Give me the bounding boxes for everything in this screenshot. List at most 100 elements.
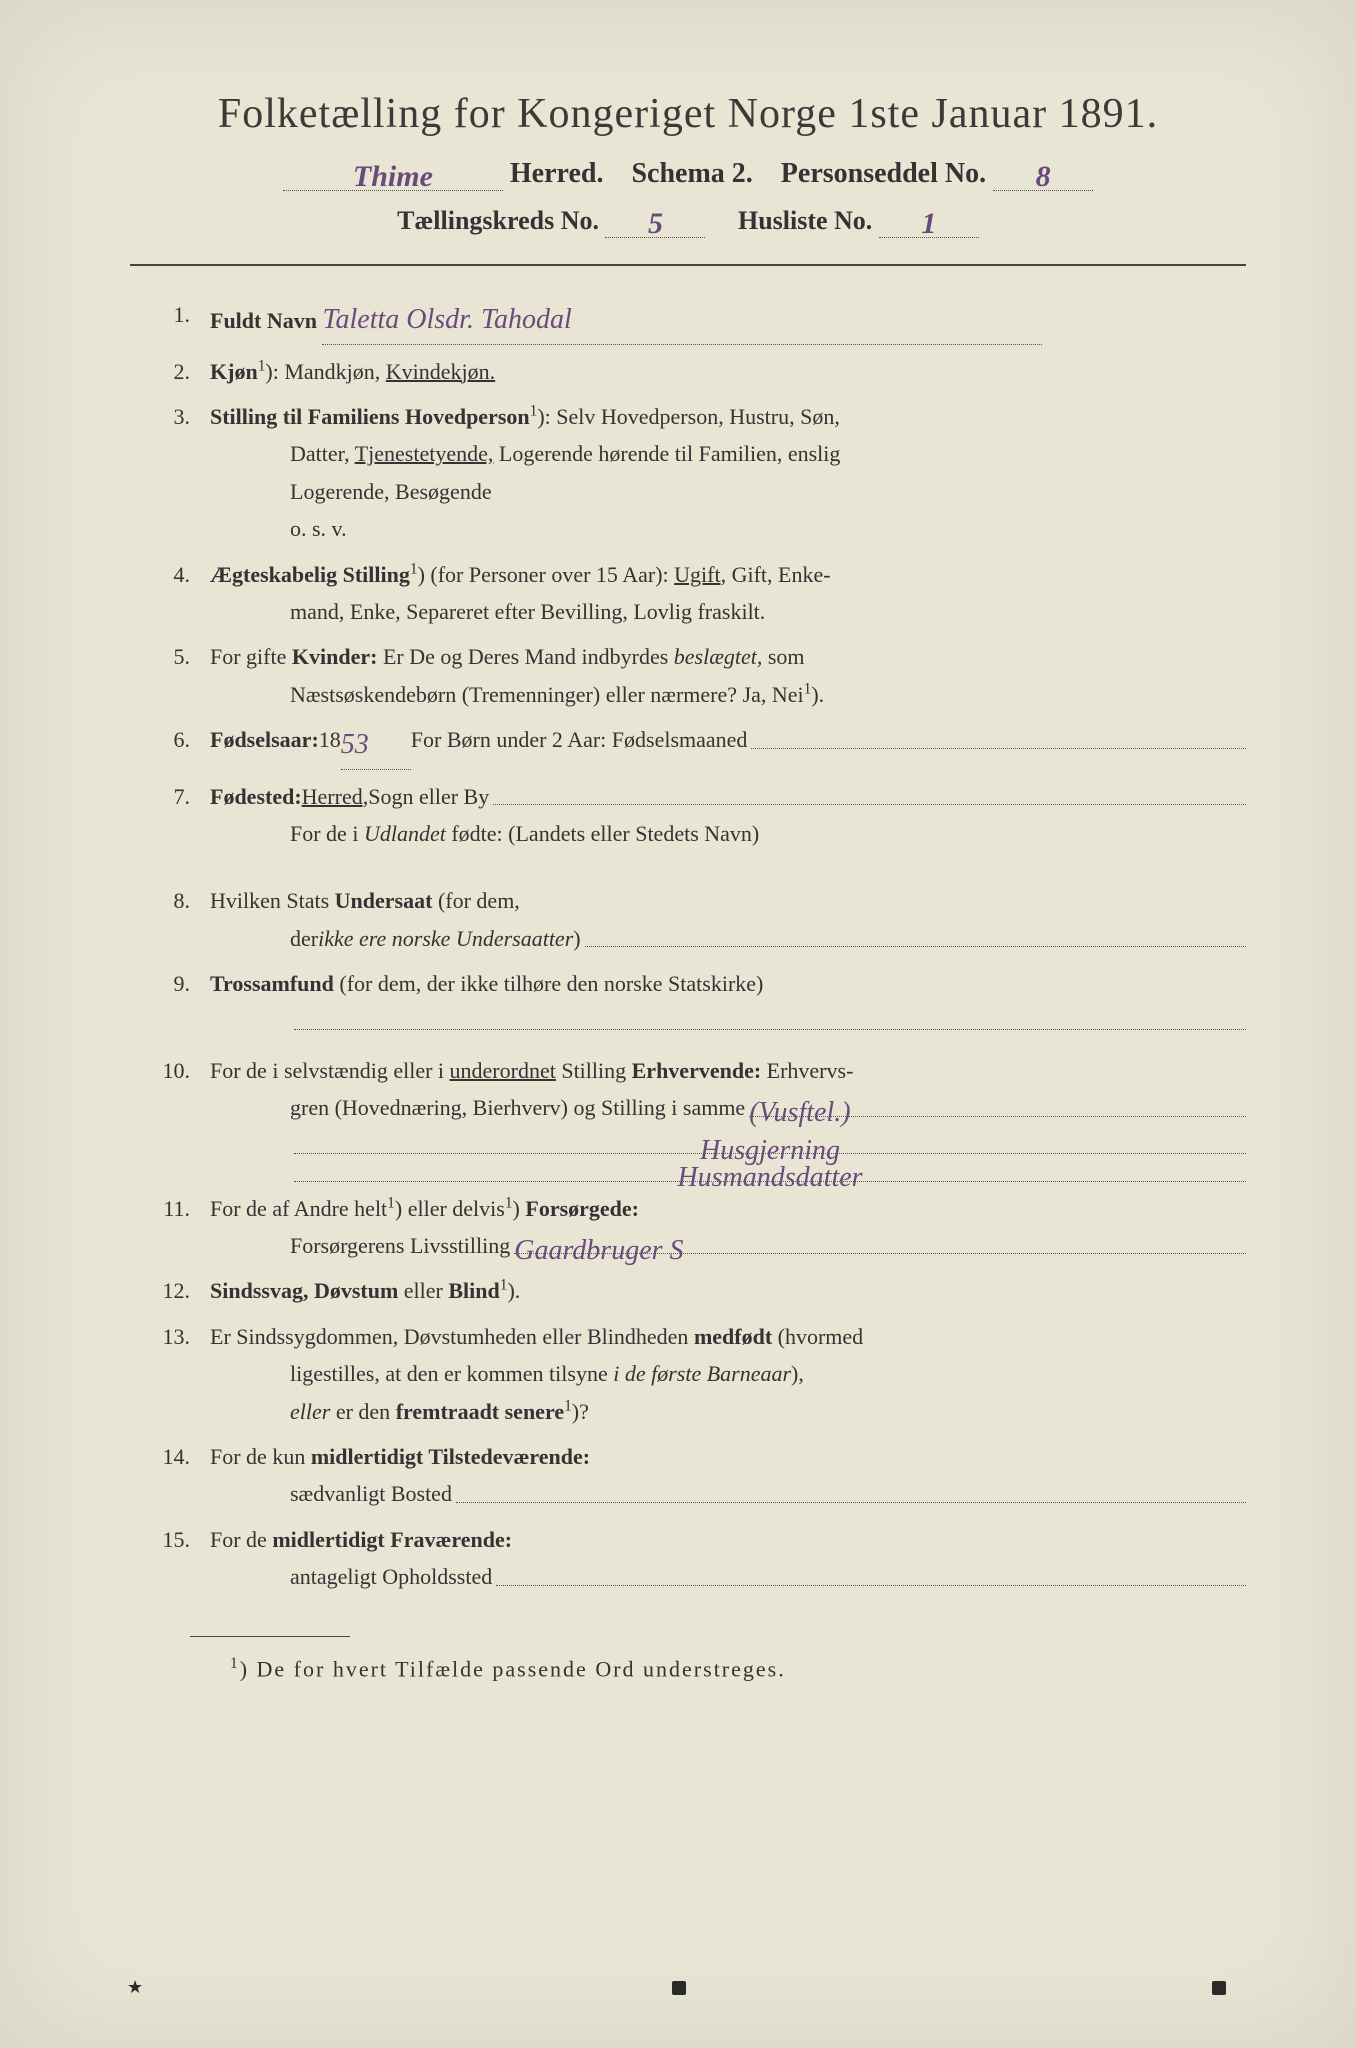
label: Ægteskabelig Stilling [210,562,410,587]
label: Fuldt Navn [210,308,317,333]
line2: der ikke ere norske Undersaatter) [210,920,1246,957]
tail: Sogn eller By [368,778,489,815]
t: ). [507,1278,520,1303]
bold: fremtraadt senere [396,1399,564,1424]
row-12: 12. Sindssvag, Døvstum eller Blind1). [130,1272,1246,1309]
row-10: 10. For de i selvstændig eller i underor… [130,1052,1246,1182]
t: For gifte [210,644,292,669]
row-content: Fødselsaar: 1853 For Børn under 2 Aar: F… [210,721,1246,770]
row-content: For gifte Kvinder: Er De og Deres Mand i… [210,638,1246,713]
t: gren (Hovednæring, Bierhverv) og Stillin… [290,1089,745,1126]
row-num: 2. [130,353,210,390]
label: Stilling til Familiens Hovedperson [210,404,530,429]
row-content: For de kun midlertidigt Tilstedeværende:… [210,1438,1246,1513]
t: Stilling [556,1058,632,1083]
row-15: 15. For de midlertidigt Fraværende: anta… [130,1521,1246,1596]
hole-icon [130,1981,146,2002]
tail: (for dem, der ikke tilhøre den norske St… [334,971,763,996]
row-num: 10. [130,1052,210,1182]
row-content: Fødested: Herred, Sogn eller By For de i… [210,778,1246,853]
line2: antageligt Opholdssted [210,1558,1246,1595]
line2: Næstsøskendebørn (Tremenninger) eller næ… [210,682,824,707]
name-field: Taletta Olsdr. Tahodal [322,296,1042,345]
divider [130,264,1246,266]
t: ) [513,1196,526,1221]
row-num: 4. [130,556,210,631]
label: Fødested: [210,778,302,815]
kreds-label: Tællingskreds No. [397,206,599,235]
row-num: 12. [130,1272,210,1309]
t: For de af Andre helt [210,1196,387,1221]
label: Fødselsaar: [210,721,319,770]
label: Trossamfund [210,971,334,996]
hole-icon [672,1981,686,1995]
bold: Forsørgede: [525,1196,639,1221]
place-field [493,778,1246,805]
hw: (Vusftel.) [749,1097,850,1128]
t: (hvormed [772,1324,863,1349]
t: antageligt Opholdssted [290,1558,492,1595]
row-6: 6. Fødselsaar: 1853 For Børn under 2 Aar… [130,721,1246,770]
row-num: 8. [130,882,210,957]
row-1: 1. Fuldt Navn Taletta Olsdr. Tahodal [130,296,1246,345]
t: ) [573,920,580,957]
field: Husgjerning [294,1127,1246,1154]
italic: Udlandet [364,821,446,846]
selected: Herred, [302,778,369,815]
line3: Husgjerning [210,1127,1246,1154]
t: Erhvervs- [761,1058,853,1083]
t: For de i selvstændig eller i [210,1058,450,1083]
row-9: 9. Trossamfund (for dem, der ikke tilhør… [130,965,1246,1030]
line4: Husmandsdatter [210,1154,1246,1181]
sup: 1 [505,1194,513,1211]
field: (Vusftel.) [749,1089,1246,1116]
schema-label: Schema 2. [631,158,752,189]
t: ligestilles, at den er kommen tilsyne [290,1361,613,1386]
binding-holes [0,1981,1356,2002]
bold: Erhvervende: [632,1058,762,1083]
row-5: 5. For gifte Kvinder: Er De og Deres Man… [130,638,1246,713]
t: (for dem, [432,888,519,913]
header-block: Folketælling for Kongeriget Norge 1ste J… [130,90,1246,238]
hw: Gaardbruger S [514,1235,683,1266]
t: Forsørgerens Livsstilling [290,1227,510,1264]
t: fødte: (Landets eller Stedets Navn) [446,821,759,846]
t: For de i [290,821,364,846]
row-content: Hvilken Stats Undersaat (for dem, der ik… [210,882,1246,957]
row-num: 9. [130,965,210,1030]
t: Næstsøskendebørn (Tremenninger) eller næ… [290,682,804,707]
bold: midlertidigt Tilstedeværende: [311,1444,590,1469]
person-label: Personseddel No. [781,158,986,189]
t: eller [398,1278,448,1303]
form-body: 1. Fuldt Navn Taletta Olsdr. Tahodal 2. … [130,296,1246,1596]
year-hw: 53 [341,729,369,760]
field [294,1003,1246,1030]
t: er den [330,1399,395,1424]
t: ). [811,682,824,707]
t: Logerende hørende til Familien, enslig [493,441,840,466]
t: Gift, Enke- [726,562,830,587]
hole-icon [1212,1981,1226,1995]
row-7: 7. Fødested: Herred, Sogn eller By For d… [130,778,1246,853]
line2: For de i Udlandet fødte: (Landets eller … [210,821,759,846]
subtitle-row-2: Tællingskreds No. 5 Husliste No. 1 [130,203,1246,238]
row-num: 14. [130,1438,210,1513]
selected: Ugift, [674,562,726,587]
main-title: Folketælling for Kongeriget Norge 1ste J… [130,90,1246,138]
husliste-no-hw: 1 [921,207,936,240]
line4: o. s. v. [210,516,347,541]
italic: ikke ere norske Undersaatter [318,920,573,957]
selected: Kvindekjøn. [386,359,495,384]
line2: sædvanligt Bosted [210,1475,1246,1512]
row-4: 4. Ægteskabelig Stilling1) (for Personer… [130,556,1246,631]
italic: beslægtet, [674,644,763,669]
field: Husmandsdatter [294,1154,1246,1181]
t: For de kun [210,1444,311,1469]
row-content: Er Sindssygdommen, Døvstumheden eller Bl… [210,1318,1246,1430]
row-num: 7. [130,778,210,853]
sup: 1 [410,560,418,577]
line2 [210,1003,1246,1030]
line2: Forsørgerens LivsstillingGaardbruger S [210,1227,1246,1264]
person-no-field: 8 [993,156,1093,191]
row-num: 1. [130,296,210,345]
